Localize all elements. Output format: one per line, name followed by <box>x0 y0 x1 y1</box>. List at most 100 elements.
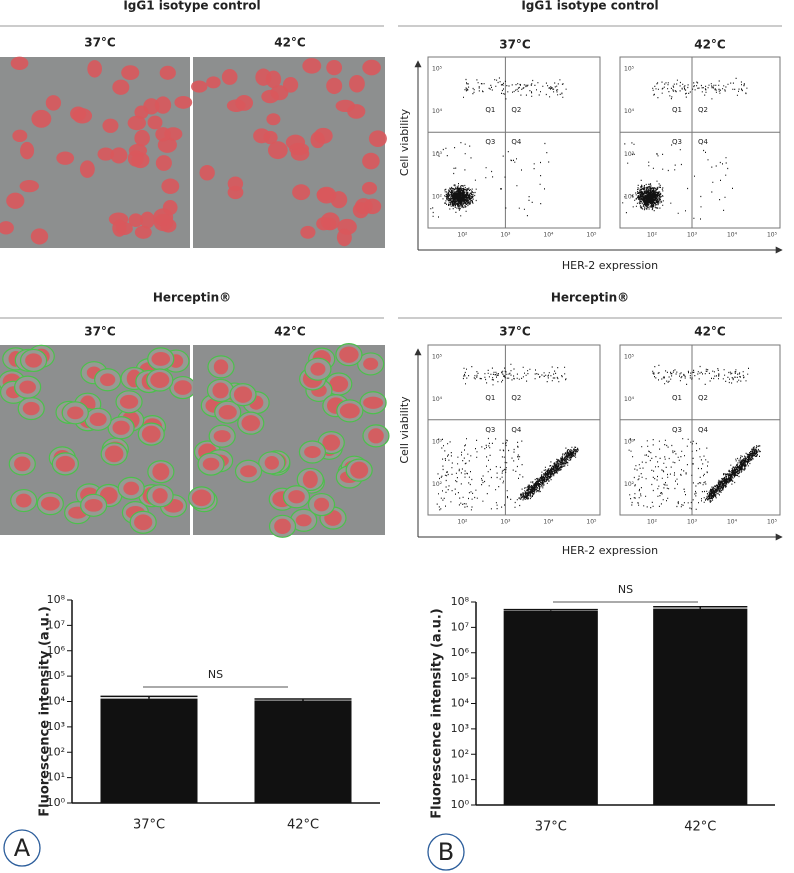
nucleus <box>339 346 359 363</box>
quadrant-label: Q4 <box>511 426 522 434</box>
nucleus <box>350 461 369 479</box>
cells <box>0 56 193 245</box>
y-tick-label: 10⁴ <box>432 396 443 403</box>
error-bar <box>503 608 598 611</box>
section-title: Herceptin® <box>551 291 629 305</box>
nucleus <box>22 401 40 416</box>
y-axis-label: Fluorescence intensity (a.u.) <box>38 606 53 817</box>
nucleus <box>112 79 130 95</box>
nucleus <box>25 353 42 368</box>
quadrant-label: Q3 <box>672 426 682 434</box>
nucleus <box>174 95 193 109</box>
nucleus <box>336 228 352 247</box>
nucleus <box>20 141 35 160</box>
nucleus <box>159 65 176 80</box>
x-tick-label: 10³ <box>500 519 511 526</box>
nucleus <box>213 430 231 443</box>
condition-label: 37°C <box>84 36 116 50</box>
x-tick-label: 37°C <box>133 818 165 833</box>
quadrant-label: Q1 <box>672 106 682 114</box>
nucleus <box>30 228 49 245</box>
quadrant-label: Q3 <box>485 138 495 146</box>
nucleus <box>55 455 75 472</box>
cells <box>191 58 387 247</box>
nucleus <box>100 373 116 387</box>
nucleus <box>104 445 124 463</box>
nucleus <box>282 77 299 93</box>
section-title: IgG1 isotype control <box>123 0 260 13</box>
x-tick-label: 10⁴ <box>727 519 738 526</box>
condition-label: 37°C <box>499 38 531 52</box>
nucleus <box>89 412 107 427</box>
y-axis-label: Fluorescence intensity (a.u.) <box>430 608 445 819</box>
nucleus <box>202 457 220 471</box>
nucleus <box>191 489 212 507</box>
x-tick-label: 10⁵ <box>586 519 597 526</box>
panel-badge <box>427 833 465 871</box>
nucleus <box>19 380 36 394</box>
x-tick-label: 10³ <box>687 519 698 526</box>
nucleus <box>56 151 75 165</box>
nucleus <box>362 152 380 170</box>
x-tick-label: 42°C <box>684 820 716 835</box>
nucleus <box>261 89 279 104</box>
x-tick-label: 10² <box>457 519 468 526</box>
nucleus <box>313 127 333 144</box>
nucleus <box>97 147 115 161</box>
nucleus <box>227 176 244 192</box>
quadrant-label: Q3 <box>672 138 682 146</box>
nucleus <box>147 115 163 130</box>
nucleus <box>255 68 272 86</box>
nucleus <box>363 357 379 371</box>
nucleus <box>363 396 384 409</box>
nucleus <box>292 184 311 201</box>
error-bar <box>254 698 352 701</box>
nucleus <box>67 406 84 420</box>
nucleus <box>121 65 140 81</box>
dot-plot-frame <box>427 56 601 229</box>
x-tick-label: 42°C <box>287 818 319 833</box>
x-tick-label: 10⁴ <box>727 232 738 239</box>
nucleus <box>266 113 281 126</box>
y-tick-label: 10³ <box>432 151 443 158</box>
quadrant-label: Q3 <box>485 426 495 434</box>
y-tick-label: 10³ <box>47 720 65 733</box>
x-axis-label: HER-2 expression <box>562 259 658 272</box>
nucleus <box>155 155 172 171</box>
x-tick-label: 10⁵ <box>586 232 597 239</box>
nucleus <box>110 147 128 164</box>
nucleus <box>134 129 150 147</box>
y-tick-label: 10⁴ <box>432 108 443 115</box>
event-cloud <box>622 77 748 220</box>
quadrant-label: Q2 <box>698 106 708 114</box>
nucleus <box>221 69 238 85</box>
nucleus <box>212 382 229 399</box>
quadrant-label: Q4 <box>511 138 522 146</box>
y-tick-label: 10¹ <box>47 771 65 784</box>
nucleus <box>264 455 279 470</box>
nucleus <box>235 95 254 111</box>
nucleus <box>40 496 60 511</box>
nucleus <box>134 514 153 531</box>
error-bar <box>653 605 748 609</box>
nucleus <box>191 80 208 93</box>
nucleus <box>119 394 139 409</box>
bar <box>254 700 352 803</box>
nucleus <box>335 99 356 113</box>
nucleus <box>6 192 25 209</box>
nucleus <box>206 76 221 89</box>
nucleus <box>329 375 349 393</box>
y-tick-label: 10⁴ <box>47 695 66 708</box>
y-tick-label: 10² <box>432 481 443 488</box>
nucleus <box>19 180 39 193</box>
y-tick-label: 10¹ <box>451 773 469 786</box>
x-tick-label: 37°C <box>535 820 567 835</box>
dot-plot-frame <box>427 344 601 516</box>
y-tick-label: 10⁰ <box>451 798 470 811</box>
y-tick-label: 10³ <box>624 151 635 158</box>
y-tick-label: 10³ <box>451 722 469 735</box>
y-tick-label: 10⁵ <box>432 353 443 360</box>
nucleus <box>326 77 343 95</box>
condition-label: 37°C <box>84 325 116 339</box>
event-cloud <box>436 363 579 511</box>
